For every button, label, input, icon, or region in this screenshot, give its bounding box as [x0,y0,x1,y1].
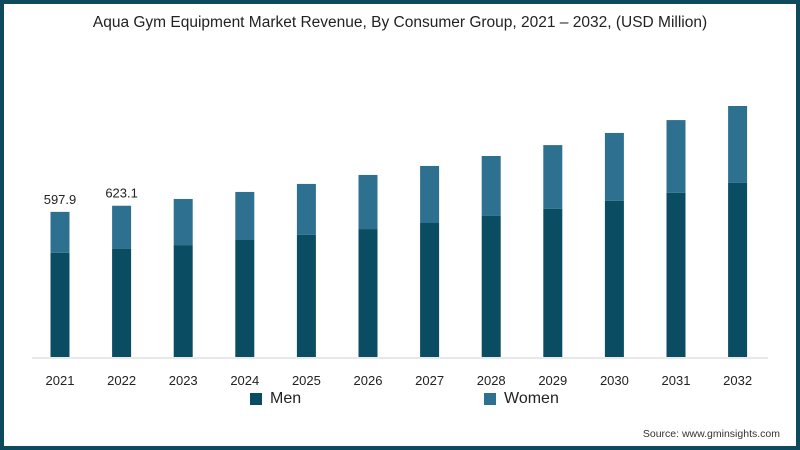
x-tick-label: 2021 [46,373,75,388]
x-tick-label: 2026 [354,373,383,388]
bar-women-2025 [296,183,316,235]
legend-swatch-women [484,393,496,405]
bar-men-2025 [296,234,316,357]
bar-women-2028 [481,156,501,216]
x-tick-label: 2028 [477,373,506,388]
source-note: Source: www.gminsights.com [642,428,780,440]
bar-men-2027 [420,223,440,357]
bar-men-2022 [112,248,132,357]
legend-label-women: Women [504,390,559,407]
x-tick-label: 2031 [662,373,691,388]
bar-women-2029 [543,145,563,209]
bar-men-2023 [173,245,193,357]
bar-men-2028 [481,215,501,357]
bar-men-2026 [358,229,378,357]
bar-men-2024 [235,239,255,357]
data-label-2022: 623.1 [105,186,138,201]
bar-women-2024 [235,191,255,240]
bar-men-2032 [728,182,748,357]
bar-men-2031 [666,192,686,357]
bar-women-2022 [112,205,132,249]
chart-title: Aqua Gym Equipment Market Revenue, By Co… [92,14,708,31]
x-tick-label: 2024 [230,373,259,388]
legend-label-men: Men [270,390,302,407]
legend-item-men: Men [250,390,301,408]
legend-item-women: Women [484,390,559,408]
data-label-2021: 597.9 [44,192,77,207]
bar-men-2029 [543,208,563,357]
bar-men-2021 [50,252,70,357]
bar-men-2030 [604,200,624,357]
chart-plot: 2021 597.9 2022 623.1 2023 2024 2025 2026 2027 20… [32,106,768,388]
bar-women-2021 [50,211,70,253]
x-tick-label: 2023 [169,373,198,388]
x-tick-label: 2027 [415,373,444,388]
bar-women-2031 [666,120,686,193]
bar-women-2023 [173,198,193,246]
bar-women-2032 [728,106,748,183]
x-tick-label: 2022 [107,373,136,388]
x-tick-label: 2032 [723,373,752,388]
bar-women-2030 [604,132,624,201]
bar-women-2026 [358,174,378,230]
x-tick-label: 2025 [292,373,321,388]
x-tick-label: 2030 [600,373,629,388]
legend-swatch-men [250,393,262,405]
x-tick-label: 2029 [538,373,567,388]
bar-women-2027 [420,165,440,224]
